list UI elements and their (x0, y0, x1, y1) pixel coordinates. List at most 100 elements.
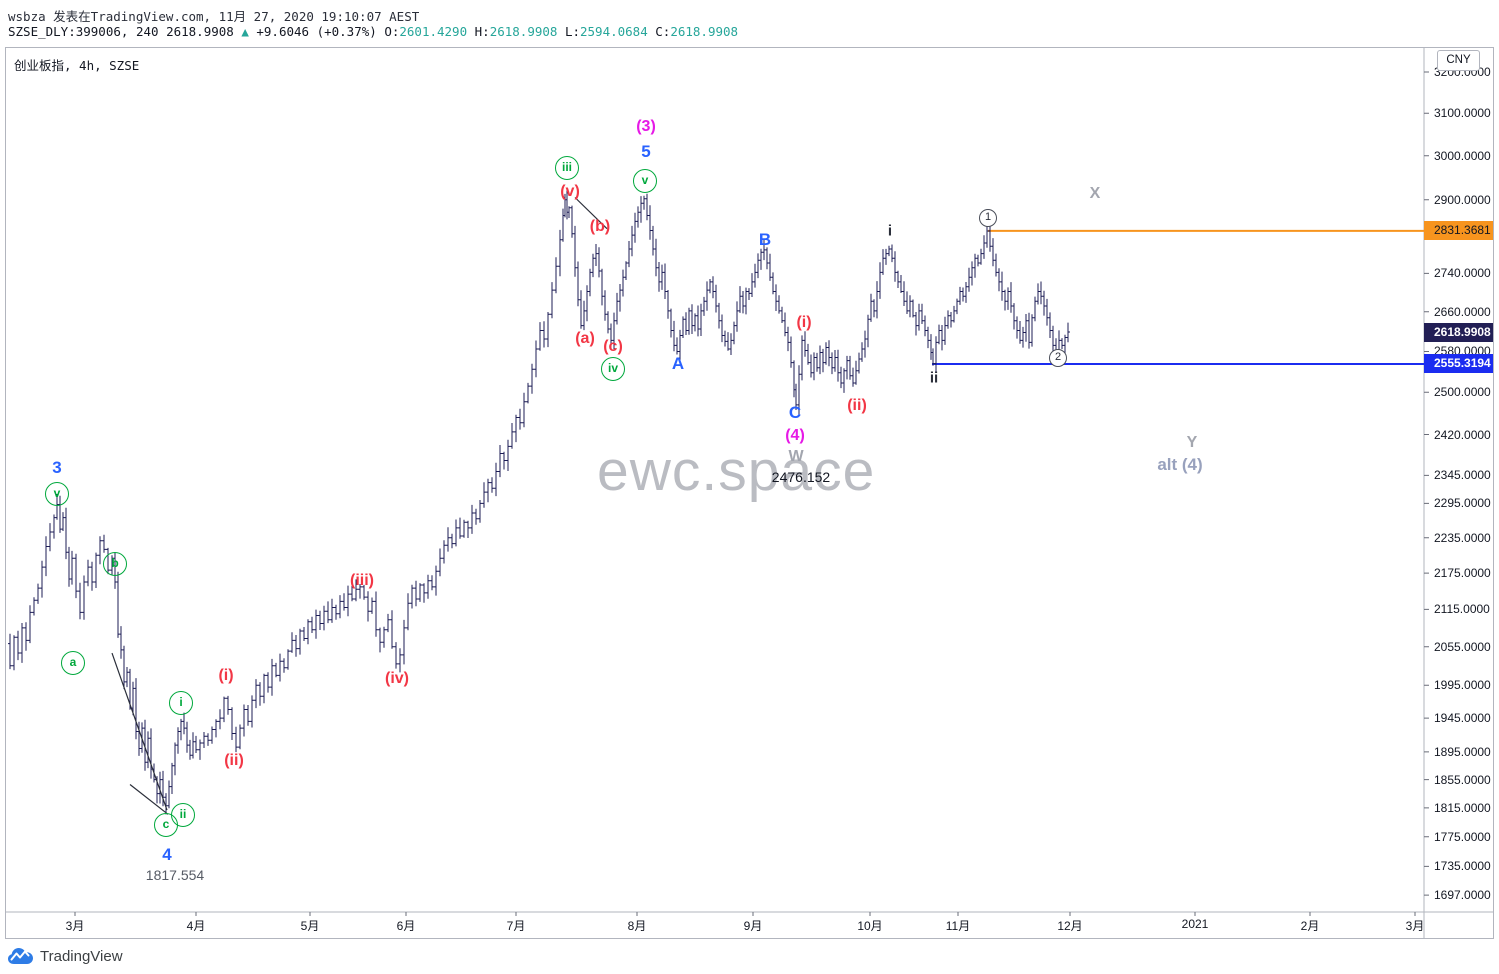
time-tick-label: 4月 (186, 919, 206, 933)
symbol-name: SZSE_DLY:399006, (8, 24, 129, 39)
wave-label-ii[interactable]: (ii) (847, 397, 867, 414)
wave-label-Y[interactable]: Y (1186, 434, 1198, 451)
price-tick-label: 1735.0000 (1434, 859, 1491, 874)
wave-label-iii[interactable]: iii (555, 156, 579, 180)
price-tick-label: 2500.0000 (1434, 385, 1491, 400)
time-tick-label: 8月 (627, 919, 647, 933)
close-value: 2618.9908 (670, 24, 739, 39)
time-tick-label: 12月 (1057, 919, 1083, 933)
wave-label-4[interactable]: (4) (785, 427, 805, 444)
close-label: C: (647, 24, 671, 39)
watermark: ewc.space (597, 439, 876, 503)
wave-label-i[interactable]: i (887, 222, 893, 240)
chart-legend[interactable]: 创业板指, 4h, SZSE (14, 58, 140, 73)
wave-label-c[interactable]: (c) (603, 338, 623, 355)
wave-label-2[interactable]: 2 (1049, 349, 1067, 367)
price-tick-label: 1697.0000 (1434, 888, 1491, 903)
wave-label-C[interactable]: C (788, 403, 802, 422)
wave-label-alt4[interactable]: alt (4) (1157, 455, 1203, 474)
wave-label-5[interactable]: 5 (641, 142, 651, 161)
wave-label-v[interactable]: v (45, 482, 69, 506)
price-label-2618.9908: 2618.9908 (1424, 322, 1493, 342)
price-tick-label: 2660.0000 (1434, 304, 1491, 319)
axis-tick-marks (74, 71, 1429, 916)
price-tick-label: 1945.0000 (1434, 711, 1491, 726)
price-tick-label: 3000.0000 (1434, 148, 1491, 163)
wave-label-v[interactable]: v (633, 169, 657, 193)
symbol-interval: 240 (128, 24, 167, 39)
wave-label-3[interactable]: 3 (52, 458, 62, 477)
price-tick-label: 1855.0000 (1434, 772, 1491, 787)
tradingview-logo[interactable]: TradingView (7, 944, 123, 968)
time-tick-label: 3月 (65, 919, 85, 933)
ohlc-bars-series[interactable] (8, 190, 1070, 815)
time-tick-label: 9月 (743, 919, 763, 933)
wave-label-X[interactable]: X (1089, 185, 1101, 202)
wave-label-iv[interactable]: (iv) (385, 670, 409, 687)
wave-label-ii[interactable]: (ii) (224, 752, 244, 769)
wave-label-c[interactable]: c (154, 813, 178, 837)
price-change: +9.6046 (+0.37%) (256, 24, 385, 39)
price-tick-label: 2900.0000 (1434, 192, 1491, 207)
wave-label-iii[interactable]: (iii) (350, 572, 374, 589)
price-tick-label: 1995.0000 (1434, 678, 1491, 693)
wave-label-i[interactable]: (i) (218, 667, 234, 684)
price-tick-label: 2115.0000 (1434, 602, 1490, 617)
price-tick-label: 2295.0000 (1434, 496, 1491, 511)
low-value: 2594.0684 (580, 24, 648, 39)
price-tick-label: 2420.0000 (1434, 427, 1491, 442)
time-tick-label: 5月 (300, 919, 320, 933)
wave-label-2476152[interactable]: 2476.152 (771, 469, 831, 485)
open-value: 2601.4290 (399, 24, 468, 39)
high-label: H: (467, 24, 490, 39)
price-tick-label: 2235.0000 (1434, 530, 1491, 545)
wave-label-1817554[interactable]: 1817.554 (145, 867, 205, 883)
price-tick-label: 2175.0000 (1434, 566, 1491, 581)
time-tick-label: 2月 (1300, 919, 1320, 933)
wave-label-4[interactable]: 4 (162, 845, 172, 864)
time-tick-label: 3月 (1405, 919, 1425, 933)
wave-label-B[interactable]: B (758, 230, 772, 249)
wave-label-ii[interactable]: ii (929, 369, 939, 387)
wave-label-a[interactable]: (a) (575, 330, 595, 347)
open-label: O: (384, 24, 400, 39)
wave-label-1[interactable]: 1 (979, 209, 997, 227)
tradingview-logo-icon (8, 948, 33, 964)
symbol-info-bar: SZSE_DLY:399006, 240 2618.9908 ▲ +9.6046… (8, 24, 738, 39)
wave-label-A[interactable]: A (671, 354, 685, 373)
high-value: 2618.9908 (489, 24, 558, 39)
wave-label-i[interactable]: (i) (796, 314, 812, 331)
time-tick-label: 11月 (945, 919, 971, 933)
time-tick-label: 2021 (1181, 917, 1209, 931)
time-tick-label: 7月 (506, 919, 526, 933)
price-tick-label: 2055.0000 (1434, 639, 1491, 654)
time-tick-label: 6月 (396, 919, 416, 933)
byline: wsbza 发表在TradingView.com, 11月 27, 2020 1… (8, 6, 419, 25)
byline-username: wsbza (8, 9, 46, 24)
last-price: 2618.9908 (166, 24, 234, 39)
wave-label-W[interactable]: W (788, 448, 804, 465)
byline-published-text: 发表在TradingView.com, 11月 27, 2020 19:10:0… (45, 9, 420, 24)
tradingview-logo-text: TradingView (40, 947, 123, 965)
wave-label-i[interactable]: i (169, 691, 193, 715)
wave-label-3[interactable]: (3) (636, 118, 656, 135)
trend-line-2[interactable] (574, 197, 608, 230)
wave-label-b[interactable]: b (103, 552, 127, 576)
wave-label-v[interactable]: (v) (560, 183, 580, 200)
up-triangle-icon: ▲ (233, 24, 257, 39)
price-tick-label: 1775.0000 (1434, 829, 1491, 844)
wave-label-b[interactable]: (b) (589, 218, 611, 235)
wave-label-a[interactable]: a (61, 651, 85, 675)
time-tick-label: 10月 (857, 919, 883, 933)
price-label-2555.3194: 2555.3194 (1424, 354, 1493, 374)
trend-line-0[interactable] (111, 652, 168, 811)
price-tick-label: 1815.0000 (1434, 800, 1491, 815)
price-tick-label: 2740.0000 (1434, 266, 1491, 281)
currency-button[interactable]: CNY (1437, 50, 1480, 71)
wave-label-iv[interactable]: iv (601, 357, 625, 381)
price-label-2831.3681: 2831.3681 (1424, 221, 1493, 241)
price-tick-label: 2345.0000 (1434, 468, 1491, 483)
trend-line-1[interactable] (129, 784, 169, 815)
